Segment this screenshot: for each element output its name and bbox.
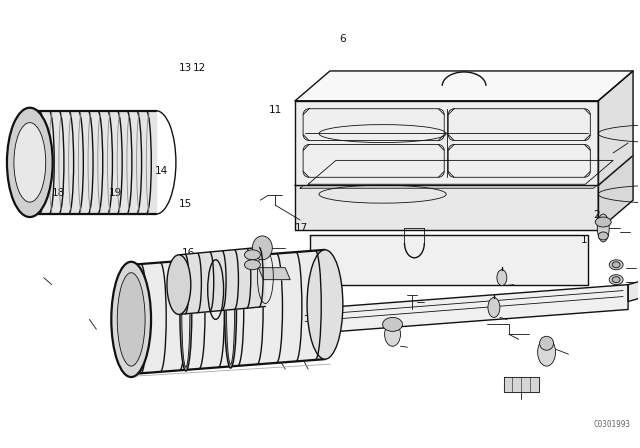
Ellipse shape [111,262,151,377]
Text: 5: 5 [536,92,543,102]
Ellipse shape [383,318,403,332]
Polygon shape [598,71,633,185]
Ellipse shape [538,338,556,366]
Ellipse shape [595,217,611,227]
Text: 15: 15 [179,199,192,209]
Ellipse shape [597,214,609,242]
Text: 10: 10 [294,128,308,138]
Polygon shape [300,284,628,334]
Ellipse shape [14,123,45,202]
Text: 6: 6 [339,34,346,44]
Polygon shape [628,278,640,302]
Ellipse shape [7,108,52,217]
Text: 2: 2 [593,210,600,220]
Text: 20: 20 [29,188,42,198]
Text: 18: 18 [51,188,65,198]
Text: 3: 3 [593,164,600,173]
Ellipse shape [244,260,260,270]
Text: 4: 4 [593,172,600,182]
Polygon shape [259,268,290,280]
Ellipse shape [497,270,507,286]
Text: 8: 8 [371,134,378,144]
Text: C0301993: C0301993 [593,420,630,429]
Text: 13: 13 [179,63,192,73]
Polygon shape [131,250,325,374]
Polygon shape [598,155,633,230]
Ellipse shape [385,323,401,346]
Polygon shape [295,155,633,185]
Polygon shape [30,111,156,214]
Ellipse shape [612,262,620,268]
Ellipse shape [488,297,500,318]
Ellipse shape [225,255,237,368]
Ellipse shape [227,259,234,364]
Ellipse shape [540,336,554,350]
Ellipse shape [167,255,191,314]
Text: 16: 16 [181,248,195,258]
Ellipse shape [244,250,260,260]
Polygon shape [504,377,539,392]
Ellipse shape [598,232,608,240]
Text: 12: 12 [193,63,206,73]
Ellipse shape [609,260,623,270]
Ellipse shape [180,258,192,371]
Polygon shape [295,71,633,101]
Ellipse shape [182,262,190,367]
Ellipse shape [609,275,623,284]
Text: 17: 17 [294,224,308,233]
Text: 14: 14 [155,166,168,176]
Text: 1: 1 [580,235,588,245]
Ellipse shape [252,236,272,260]
Polygon shape [310,235,588,284]
Text: 19: 19 [109,188,122,198]
Text: 9: 9 [377,150,384,160]
Text: 11: 11 [269,105,282,116]
Ellipse shape [307,250,343,359]
Polygon shape [295,185,598,230]
Text: 7: 7 [355,88,362,98]
Polygon shape [295,101,598,185]
Polygon shape [246,310,305,344]
Polygon shape [179,247,266,314]
Polygon shape [300,159,628,188]
Ellipse shape [117,273,145,366]
Ellipse shape [612,277,620,283]
